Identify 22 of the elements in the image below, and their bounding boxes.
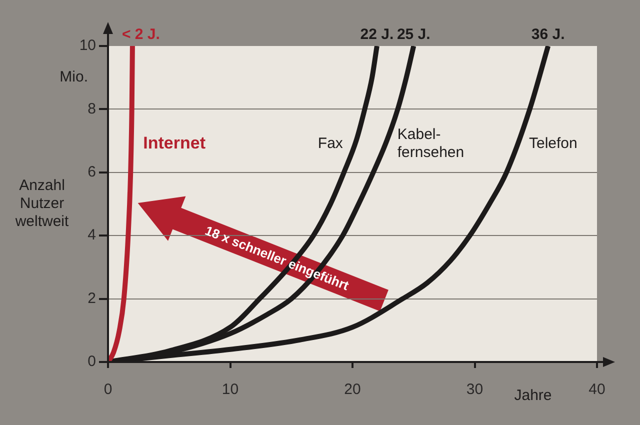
- text: Mio.: [60, 68, 88, 86]
- series-label: Kabel- fernsehen: [397, 126, 464, 162]
- x-tick-label: 40: [588, 381, 606, 398]
- annotation: 25 J.: [396, 26, 430, 43]
- x-axis-title: Jahre: [514, 387, 552, 404]
- x-tick-label: 20: [344, 381, 361, 398]
- y-tick-label: 4: [88, 226, 96, 244]
- y-tick-label: 0: [88, 353, 96, 370]
- y-tick-label: 6: [88, 164, 96, 181]
- series-label: Internet: [143, 134, 206, 153]
- y-tick-label: 2: [88, 290, 96, 307]
- x-tick-label: 0: [104, 381, 112, 398]
- x-tick-label: 30: [466, 381, 484, 398]
- series-label: Fax: [318, 135, 344, 152]
- y-axis-title: Anzahl Nutzer weltweit: [14, 177, 70, 230]
- annotation: 36 J.: [531, 26, 565, 43]
- y-tick-label: 8: [88, 100, 96, 118]
- y-tick-label: 10: [79, 37, 96, 54]
- annotation: < 2 J.: [122, 26, 160, 43]
- x-tick-label: 10: [222, 381, 239, 398]
- series-label: Telefon: [528, 135, 578, 152]
- annotation: 22 J.: [360, 26, 394, 43]
